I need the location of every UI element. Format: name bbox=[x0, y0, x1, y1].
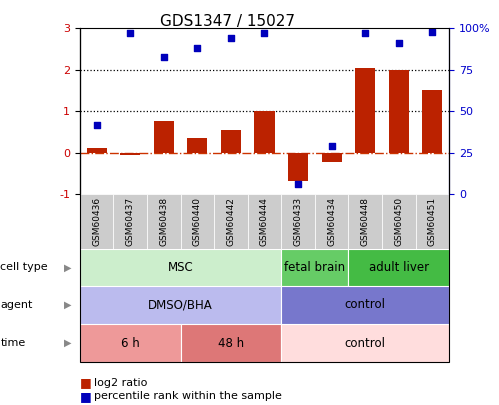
Text: GSM60434: GSM60434 bbox=[327, 197, 336, 246]
Text: cell type: cell type bbox=[0, 262, 48, 272]
Point bbox=[93, 122, 101, 128]
Bar bbox=[187, 138, 208, 153]
Text: GSM60436: GSM60436 bbox=[92, 197, 101, 246]
Bar bbox=[382, 194, 416, 249]
Text: time: time bbox=[0, 338, 26, 348]
Text: GSM60442: GSM60442 bbox=[227, 197, 236, 246]
Bar bbox=[416, 194, 449, 249]
Text: agent: agent bbox=[0, 300, 33, 310]
Text: GSM60448: GSM60448 bbox=[361, 197, 370, 246]
Point bbox=[260, 30, 268, 36]
Text: ■: ■ bbox=[80, 390, 92, 403]
Text: GSM60437: GSM60437 bbox=[126, 197, 135, 246]
Bar bbox=[221, 130, 241, 153]
Bar bbox=[147, 194, 181, 249]
Bar bbox=[248, 194, 281, 249]
Bar bbox=[181, 324, 281, 362]
Text: control: control bbox=[345, 337, 386, 350]
Bar bbox=[214, 194, 248, 249]
Text: GSM60433: GSM60433 bbox=[293, 197, 302, 246]
Bar bbox=[321, 153, 342, 162]
Bar bbox=[281, 324, 449, 362]
Bar bbox=[80, 194, 113, 249]
Text: fetal brain: fetal brain bbox=[284, 261, 345, 274]
Bar bbox=[181, 194, 214, 249]
Bar bbox=[348, 194, 382, 249]
Point bbox=[328, 143, 336, 149]
Text: ▶: ▶ bbox=[63, 300, 71, 310]
Text: GSM60440: GSM60440 bbox=[193, 197, 202, 246]
Text: GDS1347 / 15027: GDS1347 / 15027 bbox=[160, 14, 295, 29]
Bar bbox=[113, 194, 147, 249]
Point bbox=[227, 35, 235, 42]
Bar bbox=[422, 90, 443, 153]
Point bbox=[294, 181, 302, 188]
Text: GSM60444: GSM60444 bbox=[260, 197, 269, 246]
Text: 48 h: 48 h bbox=[218, 337, 244, 350]
Text: GSM60450: GSM60450 bbox=[394, 197, 403, 246]
Bar bbox=[281, 249, 348, 286]
Text: log2 ratio: log2 ratio bbox=[94, 378, 147, 388]
Bar bbox=[80, 249, 281, 286]
Text: ▶: ▶ bbox=[63, 338, 71, 348]
Text: ▶: ▶ bbox=[63, 262, 71, 272]
Text: GSM60438: GSM60438 bbox=[159, 197, 168, 246]
Text: DMSO/BHA: DMSO/BHA bbox=[148, 298, 213, 311]
Bar bbox=[281, 194, 315, 249]
Text: percentile rank within the sample: percentile rank within the sample bbox=[94, 391, 282, 401]
Bar bbox=[315, 194, 348, 249]
Text: control: control bbox=[345, 298, 386, 311]
Point bbox=[361, 30, 369, 36]
Bar bbox=[80, 324, 181, 362]
Bar bbox=[288, 153, 308, 181]
Text: MSC: MSC bbox=[168, 261, 194, 274]
Point bbox=[193, 45, 201, 51]
Text: GSM60451: GSM60451 bbox=[428, 197, 437, 246]
Bar bbox=[355, 68, 375, 153]
Bar bbox=[86, 148, 107, 153]
Point bbox=[126, 30, 134, 36]
Text: 6 h: 6 h bbox=[121, 337, 140, 350]
Bar bbox=[154, 121, 174, 153]
Point bbox=[395, 40, 403, 47]
Bar bbox=[254, 111, 274, 153]
Bar bbox=[348, 249, 449, 286]
Bar bbox=[120, 153, 140, 155]
Point bbox=[160, 53, 168, 60]
Bar bbox=[389, 70, 409, 153]
Bar bbox=[80, 286, 281, 324]
Point bbox=[428, 28, 436, 35]
Bar bbox=[281, 286, 449, 324]
Text: adult liver: adult liver bbox=[369, 261, 429, 274]
Text: ■: ■ bbox=[80, 376, 92, 389]
